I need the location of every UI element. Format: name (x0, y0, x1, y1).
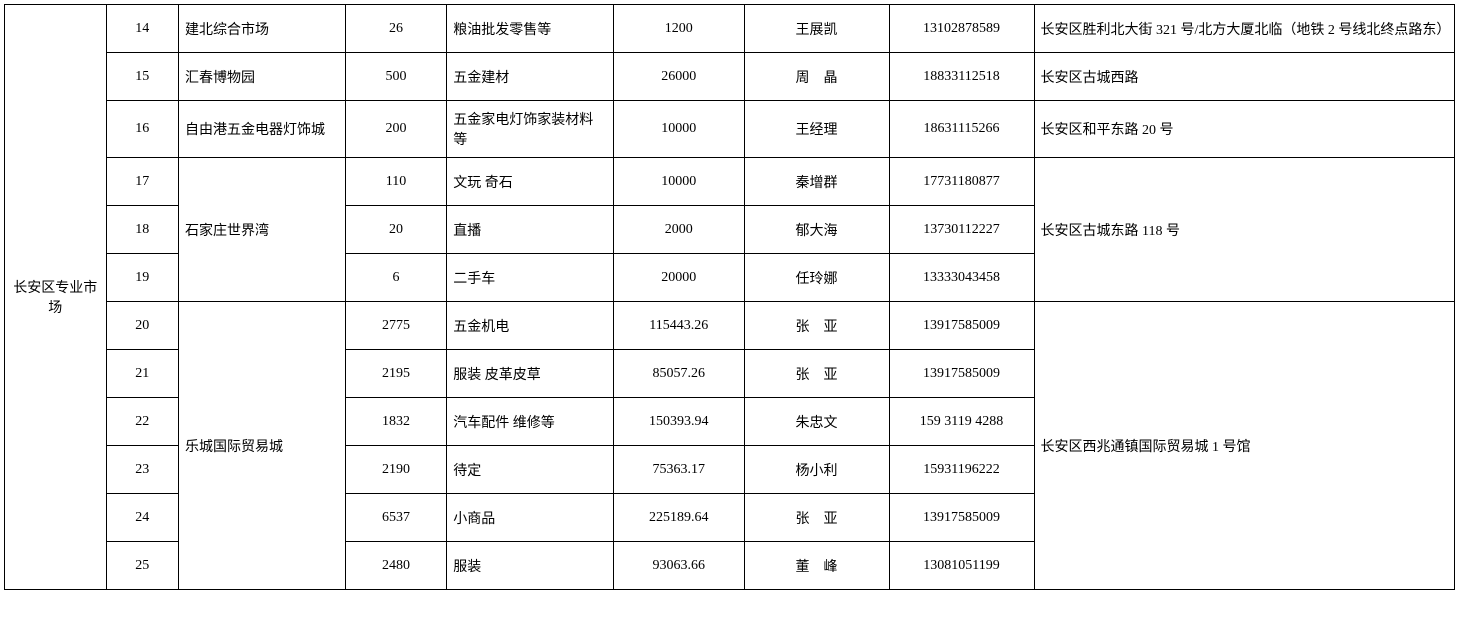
address: 长安区胜利北大街 321 号/北方大厦北临（地铁 2 号线北终点路东） (1034, 5, 1455, 53)
phone-number: 13917585009 (889, 494, 1034, 542)
stall-count: 6 (345, 254, 447, 302)
phone-number: 13081051199 (889, 542, 1034, 590)
phone-number: 13333043458 (889, 254, 1034, 302)
market-name: 石家庄世界湾 (179, 158, 346, 302)
contact-name: 郁大海 (744, 206, 889, 254)
phone-number: 15931196222 (889, 446, 1034, 494)
area-value: 20000 (614, 254, 745, 302)
phone-number: 18631115266 (889, 101, 1034, 158)
contact-name: 杨小利 (744, 446, 889, 494)
market-table: 长安区专业市场 14 建北综合市场 26 粮油批发零售等 1200 王展凯 13… (4, 4, 1455, 590)
market-name: 汇春博物园 (179, 53, 346, 101)
table-row: 长安区专业市场 14 建北综合市场 26 粮油批发零售等 1200 王展凯 13… (5, 5, 1455, 53)
business-type: 粮油批发零售等 (447, 5, 614, 53)
area-value: 10000 (614, 158, 745, 206)
stall-count: 26 (345, 5, 447, 53)
business-type: 文玩 奇石 (447, 158, 614, 206)
row-number: 23 (106, 446, 179, 494)
area-value: 10000 (614, 101, 745, 158)
table-row: 17 石家庄世界湾 110 文玩 奇石 10000 秦增群 1773118087… (5, 158, 1455, 206)
contact-name: 董 峰 (744, 542, 889, 590)
business-type: 五金建材 (447, 53, 614, 101)
row-number: 25 (106, 542, 179, 590)
area-value: 93063.66 (614, 542, 745, 590)
stall-count: 500 (345, 53, 447, 101)
area-value: 115443.26 (614, 302, 745, 350)
row-number: 17 (106, 158, 179, 206)
business-type: 汽车配件 维修等 (447, 398, 614, 446)
stall-count: 2190 (345, 446, 447, 494)
contact-name: 张 亚 (744, 302, 889, 350)
stall-count: 20 (345, 206, 447, 254)
contact-name: 张 亚 (744, 494, 889, 542)
stall-count: 1832 (345, 398, 447, 446)
stall-count: 2480 (345, 542, 447, 590)
stall-count: 2775 (345, 302, 447, 350)
table-row: 15 汇春博物园 500 五金建材 26000 周 晶 18833112518 … (5, 53, 1455, 101)
market-name: 乐城国际贸易城 (179, 302, 346, 590)
address: 长安区西兆通镇国际贸易城 1 号馆 (1034, 302, 1455, 590)
row-number: 19 (106, 254, 179, 302)
table-row: 16 自由港五金电器灯饰城 200 五金家电灯饰家装材料等 10000 王经理 … (5, 101, 1455, 158)
contact-name: 张 亚 (744, 350, 889, 398)
phone-number: 13917585009 (889, 302, 1034, 350)
stall-count: 6537 (345, 494, 447, 542)
phone-number: 159 3119 4288 (889, 398, 1034, 446)
table-row: 20 乐城国际贸易城 2775 五金机电 115443.26 张 亚 13917… (5, 302, 1455, 350)
market-name: 自由港五金电器灯饰城 (179, 101, 346, 158)
business-type: 待定 (447, 446, 614, 494)
business-type: 服装 (447, 542, 614, 590)
contact-name: 王展凯 (744, 5, 889, 53)
area-value: 1200 (614, 5, 745, 53)
category-cell: 长安区专业市场 (5, 5, 107, 590)
row-number: 18 (106, 206, 179, 254)
row-number: 20 (106, 302, 179, 350)
contact-name: 秦增群 (744, 158, 889, 206)
area-value: 2000 (614, 206, 745, 254)
area-value: 75363.17 (614, 446, 745, 494)
row-number: 14 (106, 5, 179, 53)
row-number: 24 (106, 494, 179, 542)
address: 长安区和平东路 20 号 (1034, 101, 1455, 158)
area-value: 26000 (614, 53, 745, 101)
stall-count: 2195 (345, 350, 447, 398)
business-type: 五金机电 (447, 302, 614, 350)
business-type: 服装 皮革皮草 (447, 350, 614, 398)
row-number: 21 (106, 350, 179, 398)
phone-number: 18833112518 (889, 53, 1034, 101)
business-type: 五金家电灯饰家装材料等 (447, 101, 614, 158)
area-value: 150393.94 (614, 398, 745, 446)
phone-number: 13102878589 (889, 5, 1034, 53)
business-type: 小商品 (447, 494, 614, 542)
phone-number: 17731180877 (889, 158, 1034, 206)
contact-name: 周 晶 (744, 53, 889, 101)
stall-count: 200 (345, 101, 447, 158)
phone-number: 13730112227 (889, 206, 1034, 254)
address: 长安区古城西路 (1034, 53, 1455, 101)
stall-count: 110 (345, 158, 447, 206)
area-value: 225189.64 (614, 494, 745, 542)
row-number: 15 (106, 53, 179, 101)
market-name: 建北综合市场 (179, 5, 346, 53)
row-number: 16 (106, 101, 179, 158)
contact-name: 朱忠文 (744, 398, 889, 446)
area-value: 85057.26 (614, 350, 745, 398)
contact-name: 任玲娜 (744, 254, 889, 302)
address: 长安区古城东路 118 号 (1034, 158, 1455, 302)
business-type: 直播 (447, 206, 614, 254)
phone-number: 13917585009 (889, 350, 1034, 398)
row-number: 22 (106, 398, 179, 446)
business-type: 二手车 (447, 254, 614, 302)
contact-name: 王经理 (744, 101, 889, 158)
